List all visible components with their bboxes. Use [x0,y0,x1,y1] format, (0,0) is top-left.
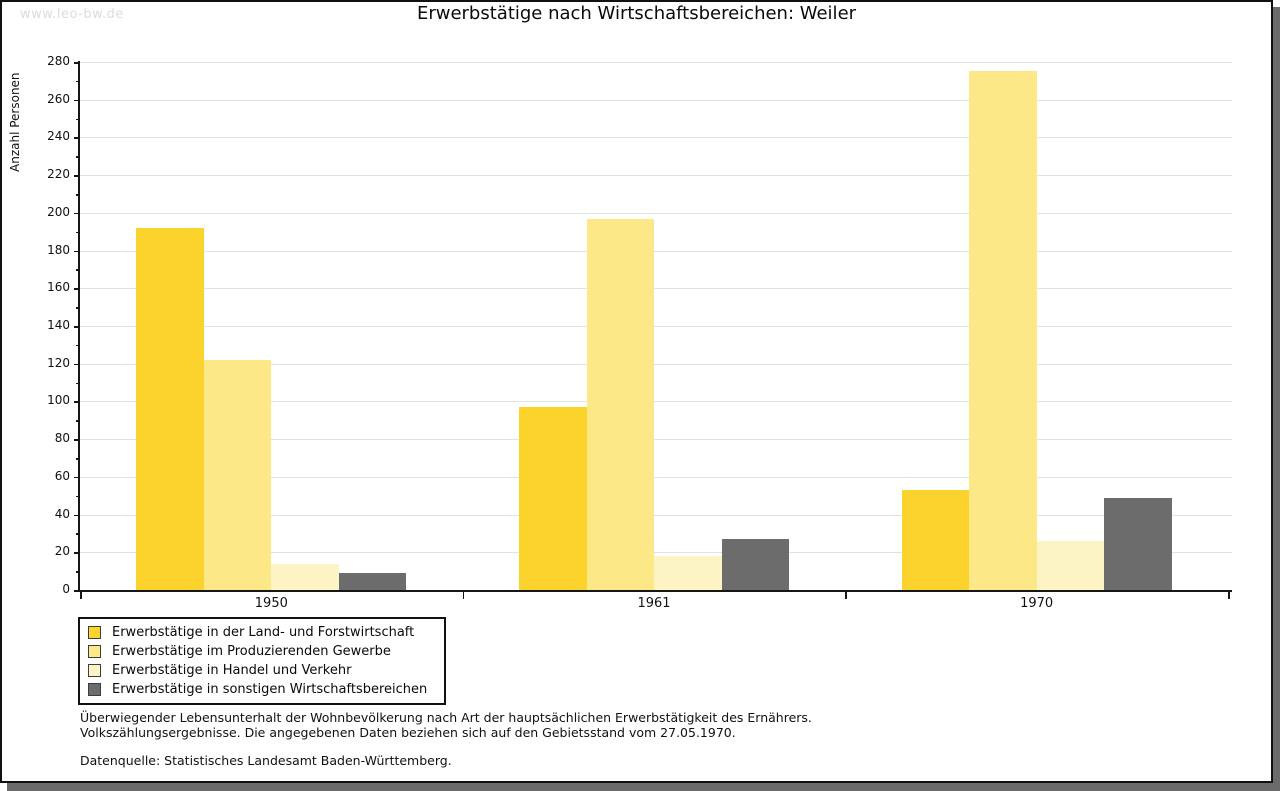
bar [271,563,339,590]
legend-color-swatch [88,683,101,696]
y-tick-label: 60 [54,468,70,483]
gridline [80,137,1232,139]
x-axis-tick [462,590,465,599]
bar [654,556,722,590]
bar [203,359,272,590]
x-tick-label: 1961 [637,596,671,611]
gridline [80,514,1232,516]
bar [901,490,970,590]
bar [586,218,654,590]
bar [969,71,1037,590]
bar [1104,497,1172,590]
legend-color-swatch [88,664,101,677]
footnote-line: Überwiegender Lebensunterhalt der Wohnbe… [80,710,812,725]
y-tick-label: 20 [54,544,70,559]
y-tick-label: 0 [62,582,70,596]
y-axis-tick [74,401,80,403]
legend-item: Erwerbstätige in sonstigen Wirtschaftsbe… [88,680,444,699]
bar [519,407,587,590]
data-source: Datenquelle: Statistisches Landesamt Bad… [80,753,452,768]
x-axis-line [78,590,1232,592]
legend-label: Erwerbstätige im Produzierenden Gewerbe [112,644,391,659]
y-tick-label: 160 [47,280,70,295]
legend-color-swatch [88,645,101,658]
y-tick-label: 260 [47,91,70,106]
chart-title: Erwerbstätige nach Wirtschaftsbereichen:… [416,3,857,24]
gridline [80,439,1232,441]
y-tick-label: 100 [47,393,70,408]
legend-label: Erwerbstätige in Handel und Verkehr [112,663,352,678]
y-axis-tick [74,363,80,366]
gridline [80,62,1232,63]
page-shadow-bottom [7,783,1280,791]
y-tick-label: 180 [47,242,70,257]
watermark: www.leo-bw.de [20,7,124,22]
footnote: Überwiegender Lebensunterhalt der Wohnbe… [80,710,812,768]
y-axis-tick [74,439,80,441]
gridline [80,175,1232,177]
y-tick-label: 140 [47,318,70,332]
legend-label: Erwerbstätige in der Land- und Forstwirt… [112,625,415,640]
y-tick-label: 280 [47,54,70,68]
bar [338,573,407,590]
bar [1036,540,1105,590]
legend-label: Erwerbstätige in sonstigen Wirtschaftsbe… [112,682,428,697]
x-axis-tick [845,590,847,599]
footnote-line: Volkszählungsergebnisse. Die angegebenen… [80,725,736,740]
y-axis-tick [74,590,80,592]
y-tick-label: 200 [47,204,70,219]
gridline [80,476,1232,478]
gridline [80,288,1232,290]
legend-item: Erwerbstätige in der Land- und Forstwirt… [88,623,444,642]
y-tick-label: 240 [47,129,70,144]
gridline [80,99,1232,101]
gridline [80,552,1232,554]
y-tick-label: 220 [47,167,70,182]
y-axis-tick [74,99,80,102]
y-axis-tick [74,137,80,139]
bar [136,227,204,590]
y-axis-tick [74,250,80,253]
y-tick-label: 80 [54,431,70,446]
x-axis-tick [80,590,82,599]
y-axis-tick [74,552,80,554]
y-axis-tick [74,62,80,64]
y-tick-label: 120 [47,355,70,370]
legend-item: Erwerbstätige im Produzierenden Gewerbe [88,642,444,661]
gridline [80,401,1232,403]
y-axis-tick [74,288,80,290]
gridline [80,250,1232,252]
page-shadow-right [1273,7,1280,791]
x-tick-label: 1950 [254,596,288,611]
legend-box: Erwerbstätige in der Land- und Forstwirt… [78,617,446,705]
y-tick-label: 40 [54,506,70,521]
legend-color-swatch [88,626,101,639]
y-axis-tick [74,514,80,517]
y-axis-label: Anzahl Personen [8,72,22,172]
gridline [80,363,1232,365]
x-axis-tick [1228,590,1230,599]
gridline [80,326,1232,327]
bar [721,539,789,590]
y-axis-line [78,61,80,592]
x-tick-label: 1970 [1020,596,1054,611]
legend-item: Erwerbstätige in Handel und Verkehr [88,661,444,680]
y-axis-tick [74,326,80,328]
y-axis-tick [74,212,80,215]
y-axis-tick [74,175,80,177]
y-axis-tick [74,476,80,479]
gridline [80,212,1232,214]
